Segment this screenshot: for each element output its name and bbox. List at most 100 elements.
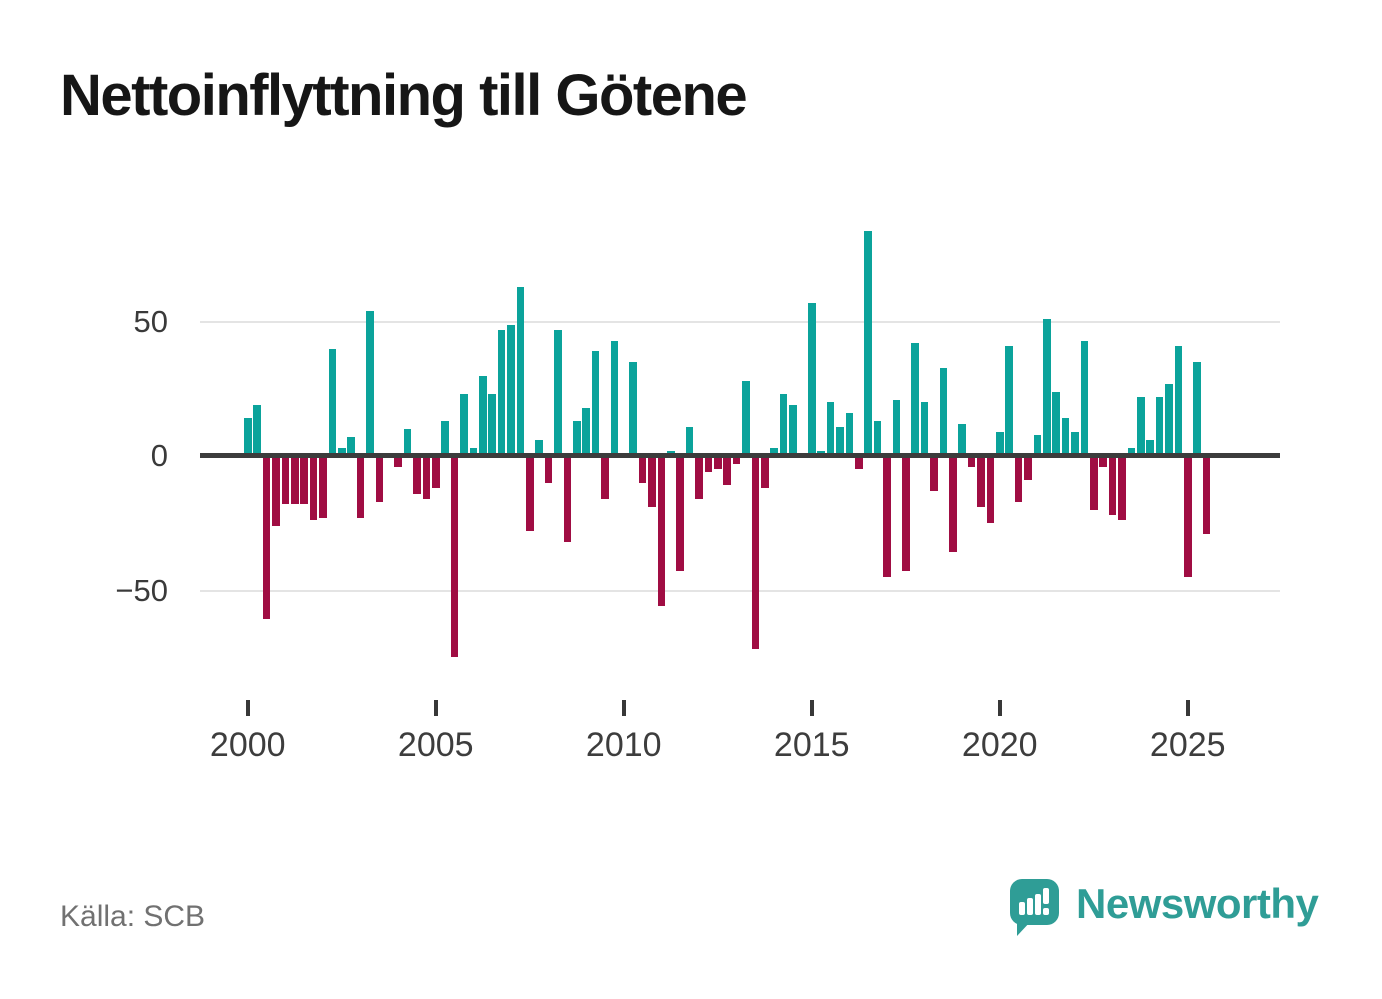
bar bbox=[1193, 362, 1201, 456]
bar bbox=[309, 456, 318, 521]
bar bbox=[582, 407, 590, 456]
bar bbox=[704, 456, 713, 473]
bar bbox=[723, 456, 731, 486]
bar bbox=[479, 375, 487, 456]
bar bbox=[714, 456, 722, 470]
bar bbox=[1118, 456, 1126, 521]
bar bbox=[967, 456, 976, 467]
bar bbox=[883, 456, 891, 577]
y-tick-label-minus-50: −50 bbox=[115, 573, 168, 608]
bar bbox=[629, 362, 637, 456]
speech-bubble-bar-chart-icon bbox=[1010, 879, 1059, 925]
bar bbox=[836, 426, 844, 456]
bar bbox=[591, 351, 600, 456]
bar bbox=[873, 421, 882, 456]
brand-wordmark: Newsworthy bbox=[1076, 880, 1319, 927]
bar bbox=[1005, 346, 1013, 456]
source-note: Källa: SCB bbox=[60, 900, 206, 933]
bar bbox=[300, 456, 308, 505]
bar bbox=[977, 456, 985, 507]
bar bbox=[1052, 391, 1060, 456]
bar bbox=[996, 431, 1004, 456]
bar bbox=[526, 456, 534, 532]
bar bbox=[375, 456, 384, 502]
bar bbox=[1127, 447, 1136, 456]
bar bbox=[262, 456, 271, 620]
bar bbox=[864, 230, 872, 456]
bar bbox=[610, 340, 619, 456]
bar bbox=[544, 456, 553, 483]
x-tick-label: 2010 bbox=[585, 726, 662, 764]
bar bbox=[366, 311, 374, 456]
bar bbox=[1099, 456, 1107, 467]
bar bbox=[272, 456, 280, 526]
bar bbox=[1090, 456, 1098, 510]
bar bbox=[347, 437, 355, 456]
y-tick-label-50: 50 bbox=[133, 304, 168, 339]
bar bbox=[808, 303, 816, 456]
bar bbox=[1155, 397, 1164, 456]
bar bbox=[676, 456, 684, 572]
bar bbox=[920, 402, 929, 456]
bar bbox=[949, 456, 957, 553]
bar bbox=[281, 456, 290, 505]
bar bbox=[1165, 383, 1173, 456]
bar bbox=[601, 456, 609, 499]
x-tick-mark bbox=[997, 700, 1002, 716]
bar bbox=[1174, 346, 1183, 456]
bar bbox=[638, 456, 647, 483]
bar bbox=[450, 456, 459, 657]
bar bbox=[826, 402, 835, 456]
bar bbox=[535, 439, 543, 456]
bar bbox=[1108, 456, 1117, 515]
bar bbox=[930, 456, 938, 491]
bar bbox=[855, 456, 863, 470]
x-tick-label: 2005 bbox=[397, 726, 474, 764]
bar bbox=[1080, 340, 1089, 456]
bar bbox=[986, 456, 995, 523]
x-tick-mark bbox=[433, 700, 438, 716]
x-tick-label: 2000 bbox=[209, 726, 286, 764]
bar bbox=[253, 405, 261, 456]
bar bbox=[1024, 456, 1032, 481]
bar bbox=[328, 348, 337, 456]
bar bbox=[1033, 434, 1042, 456]
speech-bubble-tail bbox=[1017, 921, 1031, 936]
x-tick-label: 2015 bbox=[773, 726, 850, 764]
bar bbox=[648, 456, 656, 507]
bar bbox=[845, 413, 854, 456]
bar bbox=[732, 456, 741, 465]
bar bbox=[460, 394, 468, 456]
y-tick-label-0: 0 bbox=[150, 438, 168, 473]
bar bbox=[244, 418, 252, 456]
bar bbox=[892, 399, 901, 456]
bar bbox=[685, 426, 694, 456]
bar bbox=[1146, 439, 1154, 456]
bar bbox=[1014, 456, 1023, 502]
chart-title: Nettoinflyttning till Götene bbox=[60, 63, 748, 128]
gridline-minus-50 bbox=[200, 590, 1280, 592]
bar bbox=[432, 456, 440, 489]
x-tick-mark bbox=[621, 700, 626, 716]
bar bbox=[338, 447, 346, 456]
bar bbox=[554, 330, 562, 456]
bar bbox=[394, 456, 402, 467]
bar bbox=[1184, 456, 1192, 577]
bar bbox=[516, 287, 525, 456]
bar bbox=[911, 343, 919, 456]
bar bbox=[902, 456, 910, 572]
bar bbox=[657, 456, 666, 607]
bar bbox=[742, 380, 750, 456]
bar bbox=[497, 330, 506, 456]
bar bbox=[1061, 418, 1070, 456]
bar bbox=[939, 367, 948, 456]
bar bbox=[789, 405, 797, 456]
bar bbox=[573, 421, 581, 456]
gridline-50 bbox=[200, 321, 1280, 323]
bar bbox=[403, 429, 412, 456]
bar bbox=[1071, 431, 1079, 456]
bar bbox=[356, 456, 365, 518]
bar bbox=[441, 421, 449, 456]
bar bbox=[1202, 456, 1211, 534]
